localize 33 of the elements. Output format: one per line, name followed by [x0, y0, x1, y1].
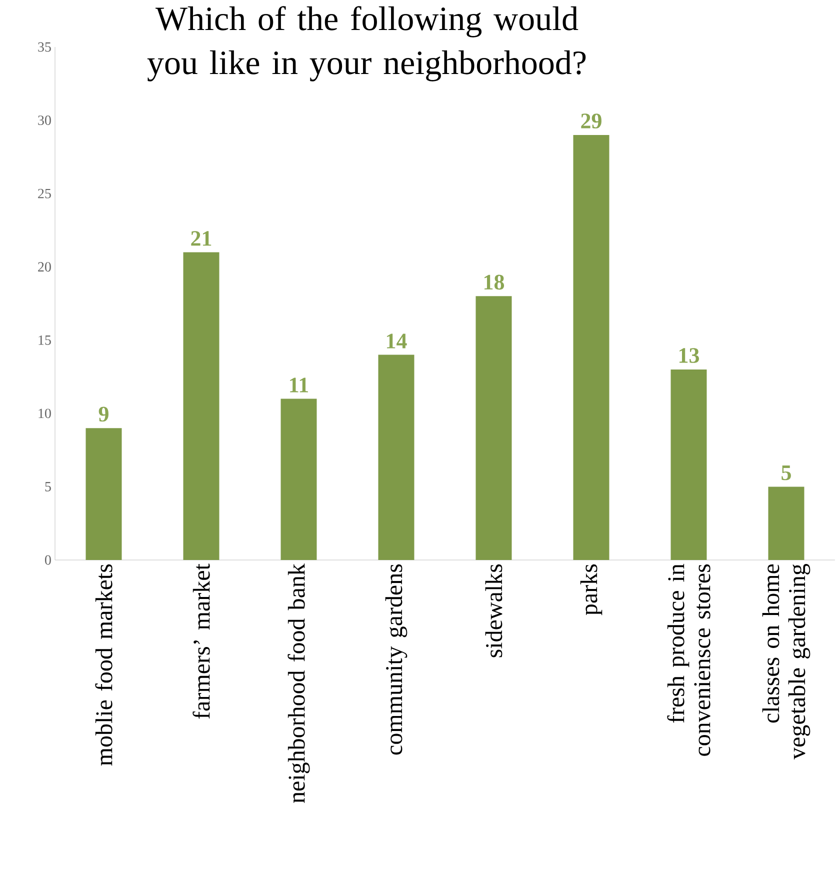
bar	[280, 398, 317, 560]
x-tick-label: community gardens	[385, 564, 408, 755]
x-tick-label: sidewalks	[485, 564, 502, 658]
x-tick-label: neighborhood food bank	[288, 564, 310, 803]
data-label: 9	[98, 406, 108, 422]
chart-title: Which of the following would you like in your neighborhood?	[147, 6, 586, 82]
x-tick-label: classes on home vegetable gardening	[762, 564, 810, 760]
data-label: 21	[191, 231, 212, 246]
y-tick-label: 20	[38, 262, 51, 272]
x-tick-label: farmers’ market	[192, 564, 210, 719]
y-tick-label: 5	[45, 482, 51, 492]
x-tick-label: fresh produce in conveniensce stores	[667, 564, 710, 756]
y-tick-label: 35	[38, 42, 51, 52]
bar	[476, 296, 512, 560]
data-label: 11	[290, 378, 308, 392]
data-label: 14	[387, 334, 407, 348]
y-tick-label: 10	[38, 408, 51, 418]
y-tick-label: 15	[38, 335, 51, 345]
data-label: 5	[782, 466, 791, 480]
bar	[670, 369, 707, 560]
bar	[768, 486, 804, 560]
data-label: 18	[484, 274, 504, 290]
y-tick-label: 30	[38, 116, 51, 126]
bar	[183, 252, 220, 560]
y-tick-label: 25	[38, 188, 51, 198]
bar	[86, 428, 122, 560]
x-tick-label: parks	[580, 564, 602, 616]
y-tick-label: 0	[45, 555, 51, 565]
data-label: 29	[581, 114, 602, 128]
bar	[573, 134, 610, 560]
data-label: 13	[679, 348, 699, 363]
x-tick-label: moblie food markets	[95, 564, 112, 766]
bar	[378, 354, 414, 560]
